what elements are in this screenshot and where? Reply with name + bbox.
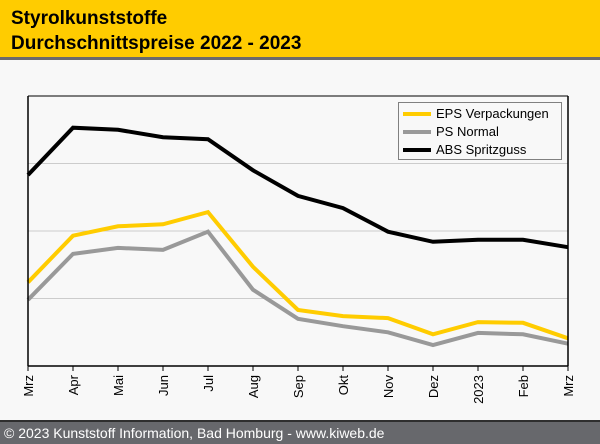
x-tick-label: Dez bbox=[426, 375, 441, 398]
x-tick-label: Feb bbox=[516, 375, 531, 397]
x-tick-label: Apr bbox=[66, 374, 81, 395]
x-tick-label: Jun bbox=[156, 375, 171, 396]
legend-label-ps: PS Normal bbox=[436, 124, 499, 139]
footer: © 2023 Kunststoff Information, Bad Hombu… bbox=[0, 420, 600, 444]
x-tick-label: Nov bbox=[381, 375, 396, 399]
legend-item-eps: EPS Verpackungen bbox=[403, 105, 563, 123]
x-tick-label: Sep bbox=[291, 375, 306, 398]
x-tick-label: Jul bbox=[201, 375, 216, 392]
x-axis-ticks: Mrz Apr Mai Jun Jul Aug Sep Okt Nov Dez 2023 Feb Mrz bbox=[21, 366, 576, 404]
legend: EPS Verpackungen PS Normal ABS Spritzgus… bbox=[398, 102, 562, 160]
chart-title-line2: Durchschnittspreise 2022 - 2023 bbox=[11, 33, 302, 54]
x-tick-label: Mrz bbox=[561, 375, 576, 397]
x-tick-label: Mrz bbox=[21, 375, 36, 397]
legend-item-ps: PS Normal bbox=[403, 123, 563, 141]
chart-header: Styrolkunststoffe Durchschnittspreise 20… bbox=[0, 0, 600, 60]
legend-swatch-eps bbox=[403, 112, 431, 116]
series-lines bbox=[26, 125, 569, 348]
x-tick-label: 2023 bbox=[471, 375, 486, 404]
x-tick-label: Aug bbox=[246, 375, 261, 398]
chart-title-line1: Styrolkunststoffe bbox=[11, 8, 168, 29]
x-tick-label: Mai bbox=[111, 375, 126, 396]
line-chart: Mrz Apr Mai Jun Jul Aug Sep Okt Nov Dez 2023 Feb Mrz bbox=[21, 95, 576, 404]
gridlines bbox=[28, 163, 568, 299]
copyright-text: © 2023 Kunststoff Information, Bad Hombu… bbox=[4, 425, 385, 441]
legend-label-abs: ABS Spritzguss bbox=[436, 142, 527, 157]
legend-swatch-abs bbox=[403, 148, 431, 152]
legend-swatch-ps bbox=[403, 130, 431, 134]
legend-item-abs: ABS Spritzguss bbox=[403, 141, 563, 159]
series-line-ps-normal bbox=[26, 229, 569, 348]
x-tick-label: Okt bbox=[336, 375, 351, 396]
legend-label-eps: EPS Verpackungen bbox=[436, 106, 549, 121]
